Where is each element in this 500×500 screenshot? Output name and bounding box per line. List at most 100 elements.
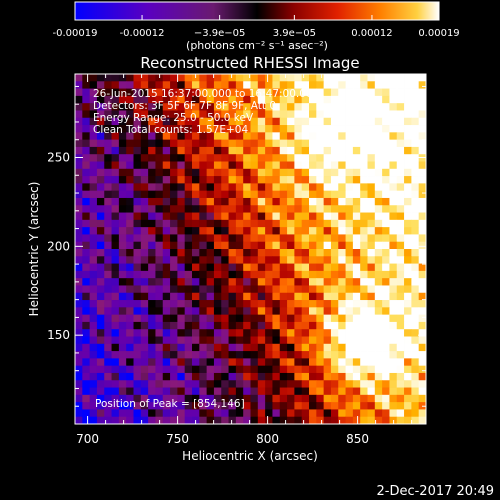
- heatmap-cell: [294, 81, 303, 89]
- heatmap-cell: [257, 139, 266, 148]
- heatmap: [75, 74, 426, 424]
- heatmap-cell: [352, 300, 361, 308]
- heatmap-cell: [330, 176, 339, 184]
- heatmap-cell: [235, 212, 244, 221]
- heatmap-cell: [184, 190, 193, 199]
- heatmap-cell: [257, 234, 266, 243]
- heatmap-cell: [199, 394, 208, 403]
- heatmap-cell: [133, 394, 142, 403]
- heatmap-cell: [367, 285, 376, 294]
- heatmap-cell: [243, 402, 251, 410]
- heatmap-cell: [104, 241, 112, 250]
- heatmap-cell: [221, 146, 229, 155]
- heatmap-cell: [287, 329, 295, 337]
- heatmap-cell: [221, 168, 229, 177]
- heatmap-cell: [177, 278, 186, 286]
- heatmap-cell: [75, 300, 83, 308]
- heatmap-cell: [389, 270, 398, 279]
- heatmap-cell: [301, 380, 310, 388]
- heatmap-cell: [228, 365, 237, 374]
- heatmap-cell: [309, 307, 317, 316]
- heatmap-cell: [228, 183, 237, 192]
- heatmap-cell: [352, 278, 361, 286]
- heatmap-cell: [221, 183, 229, 192]
- heatmap-cell: [418, 409, 426, 418]
- heatmap-cell: [148, 278, 156, 286]
- heatmap-cell: [199, 256, 208, 264]
- heatmap-cell: [148, 409, 156, 418]
- heatmap-cell: [367, 365, 376, 374]
- heatmap-cell: [184, 88, 193, 97]
- heatmap-cell: [411, 249, 420, 257]
- heatmap-cell: [367, 416, 376, 424]
- heatmap-cell: [367, 380, 376, 388]
- heatmap-cell: [228, 212, 237, 221]
- heatmap-cell: [140, 394, 149, 403]
- heatmap-cell: [199, 81, 208, 89]
- heatmap-cell: [411, 300, 420, 308]
- heatmap-cell: [287, 285, 295, 294]
- heatmap-cell: [404, 358, 412, 367]
- heatmap-cell: [75, 190, 83, 199]
- heatmap-cell: [265, 227, 273, 235]
- heatmap-cell: [148, 343, 156, 352]
- heatmap-cell: [162, 263, 171, 272]
- heatmap-cell: [338, 190, 346, 199]
- heatmap-cell: [82, 263, 91, 272]
- heatmap-cell: [184, 168, 193, 177]
- heatmap-cell: [309, 365, 317, 374]
- heatmap-cell: [404, 249, 412, 257]
- heatmap-cell: [89, 103, 98, 111]
- heatmap-cell: [287, 117, 295, 126]
- heatmap-cell: [96, 409, 105, 418]
- heatmap-cell: [389, 256, 398, 264]
- heatmap-cell: [199, 176, 208, 184]
- heatmap-cell: [96, 387, 105, 396]
- heatmap-cell: [396, 329, 405, 337]
- heatmap-cell: [330, 234, 339, 243]
- heatmap-cell: [221, 241, 229, 250]
- heatmap-cell: [396, 380, 405, 388]
- heatmap-cell: [301, 154, 310, 162]
- heatmap-cell: [374, 212, 383, 221]
- heatmap-cell: [294, 409, 303, 418]
- heatmap-cell: [213, 117, 222, 126]
- heatmap-cell: [96, 365, 105, 374]
- heatmap-cell: [133, 416, 142, 424]
- heatmap-cell: [243, 103, 251, 111]
- heatmap-cell: [140, 227, 149, 235]
- heatmap-cell: [257, 168, 266, 177]
- heatmap-cell: [82, 380, 91, 388]
- heatmap-cell: [352, 117, 361, 126]
- heatmap-cell: [126, 380, 134, 388]
- heatmap-cell: [279, 416, 288, 424]
- heatmap-cell: [418, 95, 426, 104]
- heatmap-cell: [338, 176, 346, 184]
- heatmap-cell: [228, 351, 237, 359]
- heatmap-cell: [367, 132, 376, 141]
- heatmap-cell: [89, 219, 98, 228]
- heatmap-cell: [309, 168, 317, 177]
- heatmap-cell: [243, 168, 251, 177]
- heatmap-cell: [235, 249, 244, 257]
- heatmap-cell: [75, 285, 83, 294]
- heatmap-cell: [374, 74, 383, 82]
- heatmap-cell: [382, 212, 390, 221]
- heatmap-cell: [250, 278, 259, 286]
- heatmap-cell: [316, 132, 325, 141]
- heatmap-cell: [367, 197, 376, 206]
- heatmap-cell: [301, 307, 310, 316]
- heatmap-cell: [338, 81, 346, 89]
- heatmap-cell: [396, 365, 405, 374]
- heatmap-cell: [155, 278, 164, 286]
- heatmap-cell: [104, 81, 112, 89]
- heatmap-cell: [155, 139, 164, 148]
- heatmap-cell: [148, 117, 156, 126]
- heatmap-cell: [389, 285, 398, 294]
- heatmap-cell: [133, 176, 142, 184]
- heatmap-cell: [228, 125, 237, 133]
- heatmap-cell: [294, 146, 303, 155]
- heatmap-cell: [396, 205, 405, 213]
- heatmap-cell: [265, 329, 273, 337]
- heatmap-cell: [411, 234, 420, 243]
